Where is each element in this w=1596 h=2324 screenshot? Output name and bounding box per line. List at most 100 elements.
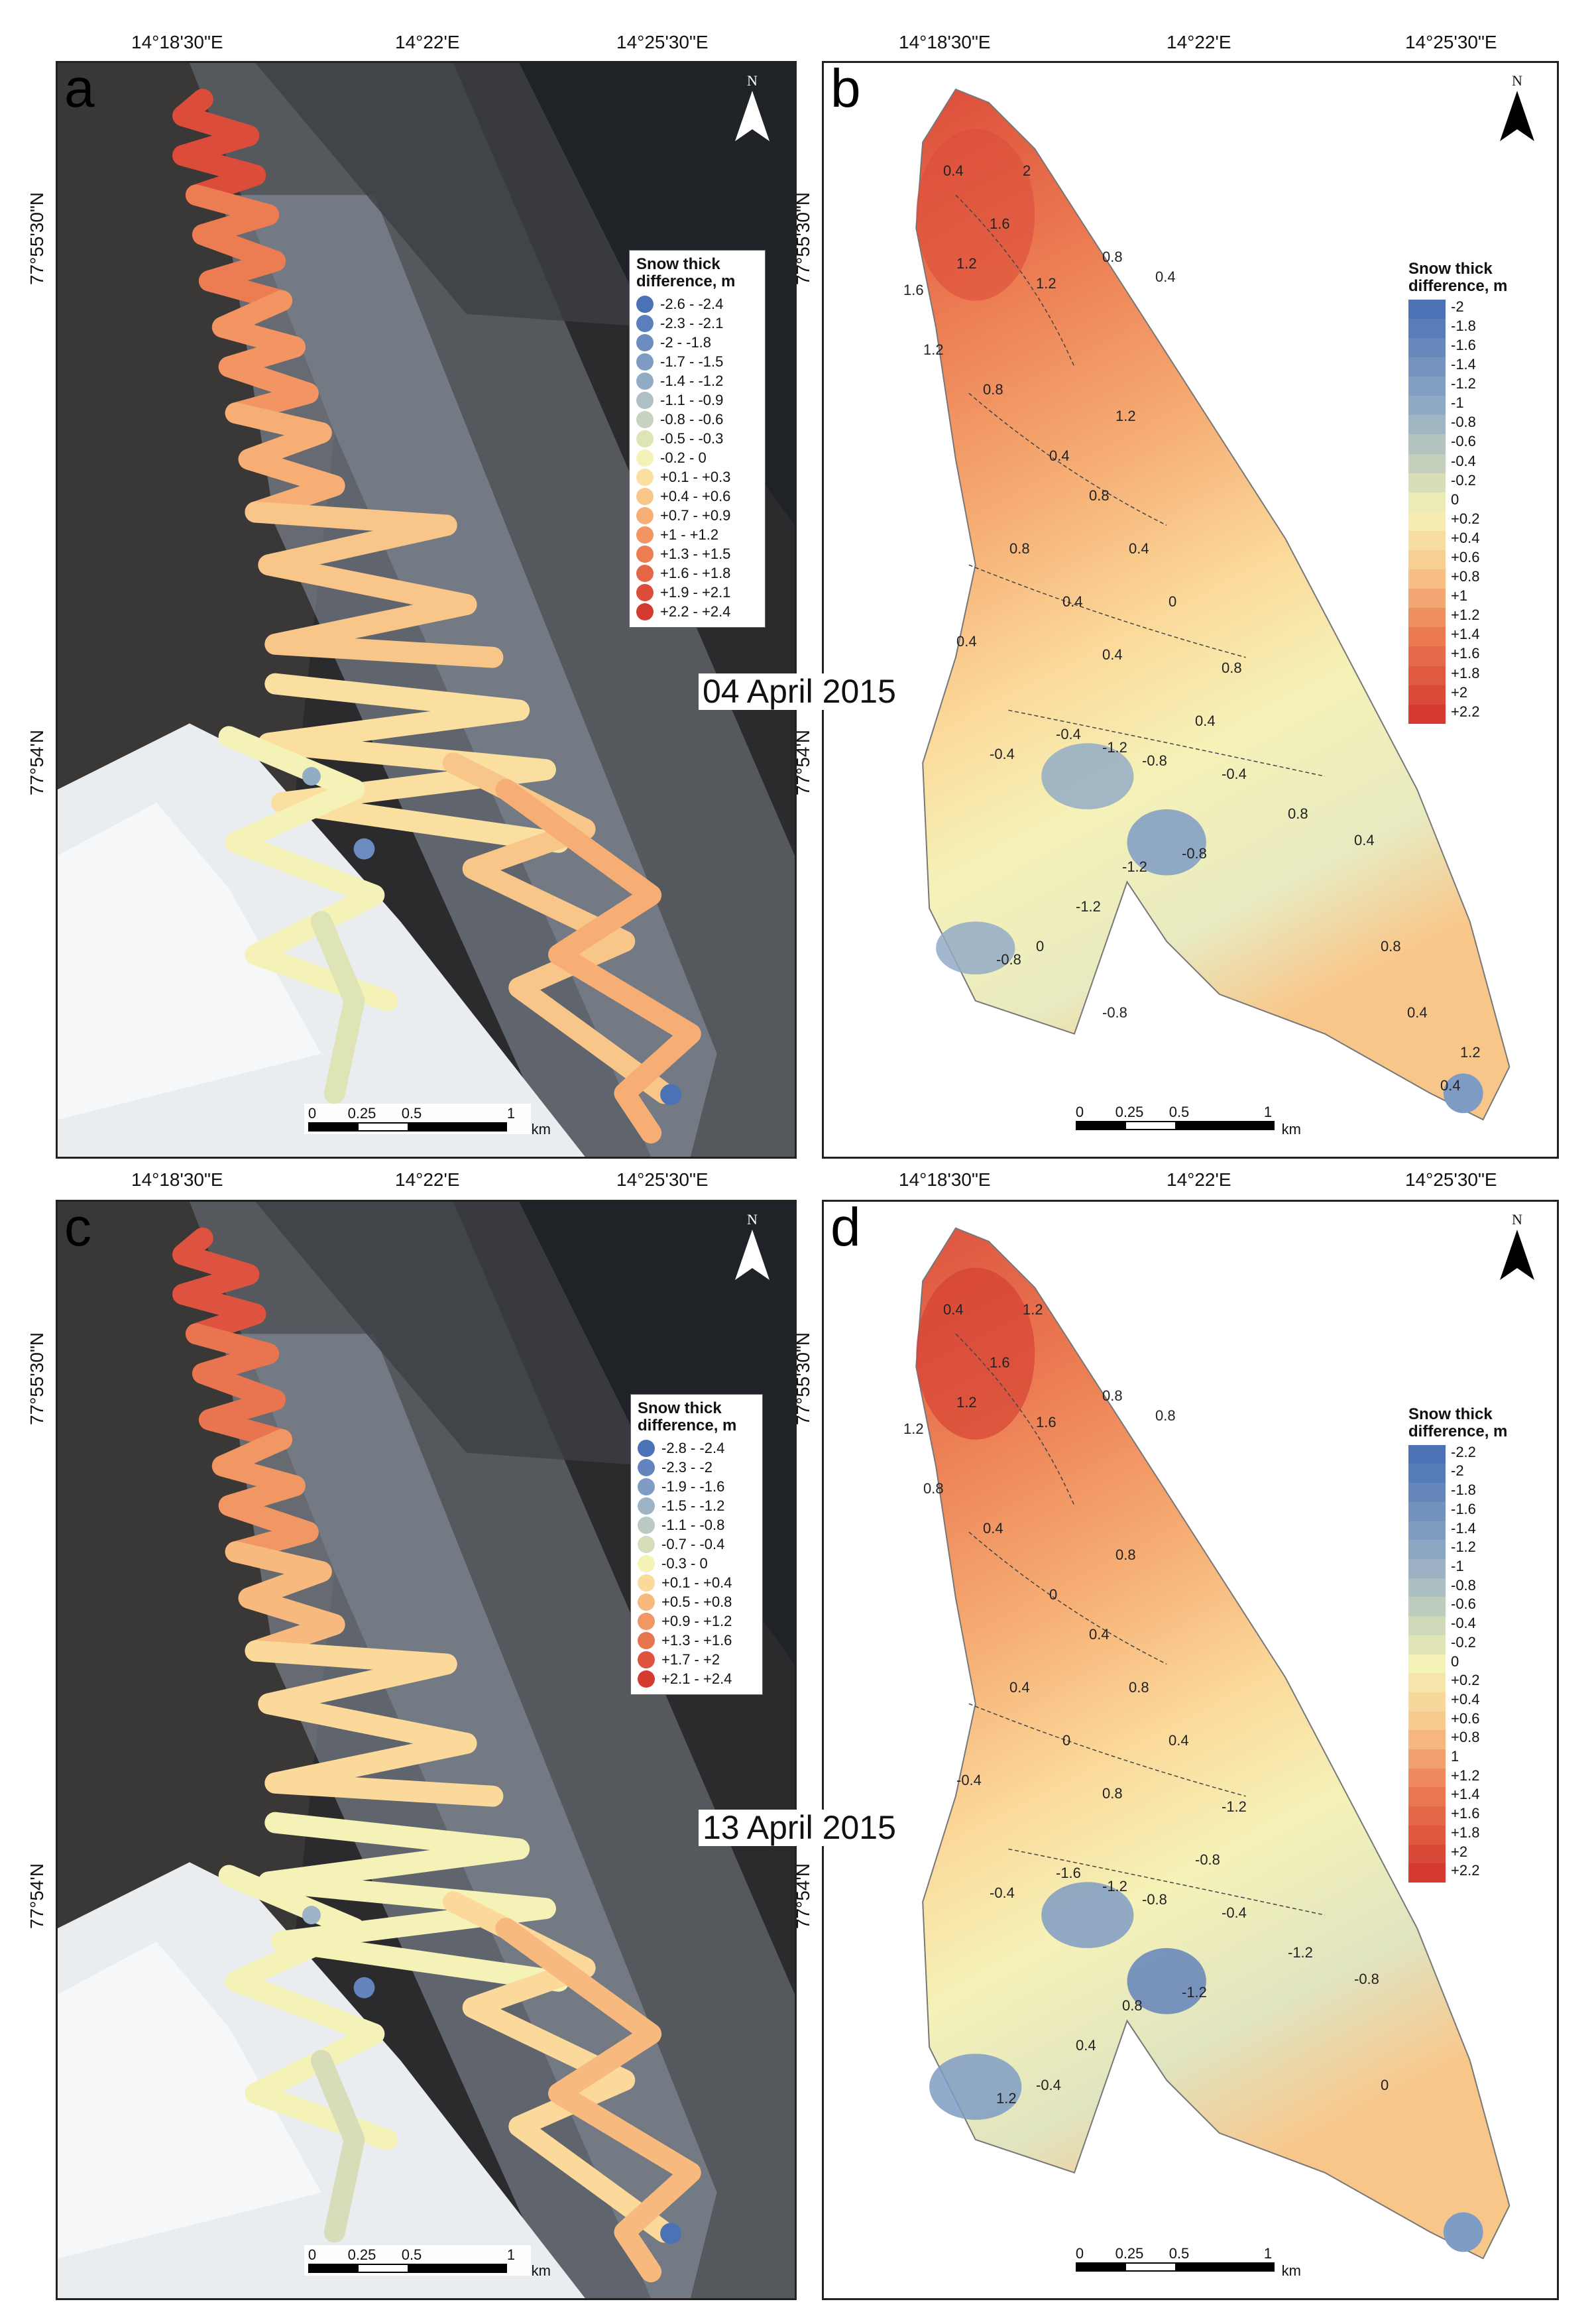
ramp-segment bbox=[1408, 666, 1446, 685]
legend-range-label: -2.8 - -2.4 bbox=[661, 1440, 725, 1457]
legend-range-label: +1 - +1.2 bbox=[660, 526, 719, 544]
contour-label: 1.6 bbox=[990, 1354, 1010, 1371]
legend-swatch bbox=[636, 449, 654, 467]
ramp-label: -2 bbox=[1451, 298, 1464, 315]
north-arrow-icon bbox=[735, 1230, 770, 1280]
legend-range-label: -0.7 - -0.4 bbox=[661, 1536, 725, 1553]
legend-item: -1.1 - -0.8 bbox=[638, 1516, 756, 1535]
contour-label: -0.8 bbox=[1142, 1891, 1167, 1908]
legend-range-label: +2.1 - +2.4 bbox=[661, 1670, 732, 1688]
contour-label: 0.4 bbox=[943, 1301, 964, 1318]
ramp-label: +1.8 bbox=[1451, 1824, 1480, 1841]
ramp-segment bbox=[1408, 1673, 1446, 1692]
lat-tick-c-2: 77°54'N bbox=[27, 1863, 47, 1929]
scale-label-0: 0 bbox=[1075, 1104, 1084, 1120]
contour-label: 0.4 bbox=[1129, 540, 1149, 557]
ramp-label: +1.4 bbox=[1451, 626, 1480, 643]
scale-bar-b: 0 0.25 0.5 1 km bbox=[1075, 1104, 1301, 1137]
ramp-label: 0 bbox=[1451, 1653, 1459, 1670]
legend-swatch bbox=[638, 1651, 655, 1669]
legend-title: Snow thick difference, m bbox=[636, 255, 736, 291]
contour-label: 0 bbox=[1049, 1586, 1058, 1603]
ramp-label: -1.8 bbox=[1451, 1482, 1476, 1499]
legend-c: Snow thick difference, m -2.8 - -2.4 -2.3… bbox=[630, 1394, 763, 1695]
north-label: N bbox=[747, 1211, 758, 1228]
legend-swatch bbox=[638, 1555, 655, 1573]
scale-unit: km bbox=[531, 1121, 551, 1137]
contour-label: -0.4 bbox=[990, 746, 1015, 762]
contour-label: 1.2 bbox=[1036, 275, 1056, 292]
contour-label: 0.4 bbox=[1195, 713, 1216, 729]
ramp-segment bbox=[1408, 627, 1446, 647]
legend-range-label: +1.3 - +1.5 bbox=[660, 546, 731, 563]
ramp-segment bbox=[1408, 1825, 1446, 1845]
contour-label: 0 bbox=[1381, 2077, 1389, 2093]
legend-title: Snow thick difference, m bbox=[638, 1399, 737, 1435]
contour-label: 1.2 bbox=[996, 2090, 1017, 2107]
scale-label-05: 0.5 bbox=[401, 2246, 422, 2263]
ramp-label: -1 bbox=[1451, 394, 1464, 412]
ramp-segment bbox=[1408, 1844, 1446, 1864]
ramp-label: -0.2 bbox=[1451, 1633, 1476, 1651]
contour-label: 1.2 bbox=[956, 1394, 977, 1411]
lat-tick-c-1: 77°55'30"N bbox=[27, 1332, 47, 1425]
legend-swatch bbox=[638, 1632, 655, 1650]
ramp-label: 1 bbox=[1451, 1748, 1459, 1765]
legend-b: Snow thick difference, m -2 -1.8 -1.6 -1.4-… bbox=[1402, 255, 1534, 729]
ramp-segment bbox=[1408, 704, 1446, 724]
north-label: N bbox=[747, 72, 758, 89]
contour-label: 0 bbox=[1036, 938, 1045, 955]
contour-label: -0.8 bbox=[1195, 1851, 1220, 1868]
contour-label: 1.2 bbox=[923, 341, 944, 358]
panel-a-map: a N Snow thick difference, m -2.6 - -2.4… bbox=[56, 61, 797, 1159]
ramp-segment bbox=[1408, 1616, 1446, 1635]
ramp-segment bbox=[1408, 453, 1446, 473]
ramp-segment bbox=[1408, 1768, 1446, 1788]
lat-tick-b-2: 77°54'N bbox=[793, 729, 813, 795]
contour-label: 0.8 bbox=[1288, 805, 1308, 822]
ramp-label: +0.6 bbox=[1451, 1710, 1480, 1727]
contour-label: 0.8 bbox=[983, 381, 1003, 398]
legend-range-label: +0.5 - +0.8 bbox=[661, 1594, 732, 1611]
legend-item: +1.3 - +1.5 bbox=[636, 545, 758, 564]
panel-c-map: c N Snow thick difference, m -2.8 - -2.4… bbox=[56, 1200, 797, 2300]
legend-swatch bbox=[636, 488, 654, 506]
contour-label: 0.8 bbox=[1222, 660, 1242, 676]
legend-item: -1.9 - -1.6 bbox=[638, 1478, 756, 1497]
scale-label-025: 0.25 bbox=[347, 2246, 376, 2263]
panel-d-map: 0.4 1.2 1.6 1.2 0.8 1.2 1.6 0.8 0.8 0.4 0.8 0 0.4 0.8… bbox=[822, 1200, 1559, 2300]
legend-range-label: +1.6 - +1.8 bbox=[660, 565, 731, 582]
date-label-upper: 04 April 2015 bbox=[699, 673, 900, 710]
ramp-segment bbox=[1408, 685, 1446, 705]
lat-tick-b-1: 77°55'30"N bbox=[793, 192, 813, 285]
contour-label: -0.8 bbox=[1142, 752, 1167, 769]
legend-range-label: -0.3 - 0 bbox=[661, 1555, 708, 1572]
north-label: N bbox=[1512, 1211, 1522, 1228]
ramp-label: -1.2 bbox=[1451, 375, 1476, 392]
contour-label: 0.8 bbox=[1102, 249, 1123, 265]
contour-label: 0.4 bbox=[956, 633, 977, 650]
contour-label: -0.8 bbox=[1182, 845, 1207, 862]
legend-swatch bbox=[636, 469, 654, 487]
lon-tick-b-2: 14°22'E bbox=[1167, 32, 1231, 52]
contour-label: 0.4 bbox=[1062, 593, 1083, 610]
contour-label: 0.4 bbox=[1407, 1004, 1428, 1021]
contour-label: 1.2 bbox=[956, 255, 977, 272]
ramp-label: -0.2 bbox=[1451, 471, 1476, 489]
ramp-label: +2.2 bbox=[1451, 703, 1480, 720]
legend-item: +1.9 - +2.1 bbox=[636, 583, 758, 603]
contour-label: 0.4 bbox=[1102, 646, 1123, 663]
legend-item: +0.1 - +0.4 bbox=[638, 1574, 756, 1593]
contour-label: -0.4 bbox=[1036, 2077, 1061, 2093]
ramp-segment bbox=[1408, 396, 1446, 416]
legend-range-label: -2.3 - -2.1 bbox=[660, 315, 724, 332]
ramp-label: +0.2 bbox=[1451, 1672, 1480, 1689]
contour-label: -0.8 bbox=[996, 951, 1021, 968]
ramp-segment bbox=[1408, 492, 1446, 512]
scale-label-05: 0.5 bbox=[401, 1105, 422, 1122]
legend-swatch bbox=[638, 1574, 655, 1592]
legend-range-label: +1.9 - +2.1 bbox=[660, 584, 731, 601]
contour-label: 0.8 bbox=[1102, 1785, 1123, 1802]
contour-label: 0.4 bbox=[1089, 1626, 1110, 1643]
legend-range-label: +0.9 - +1.2 bbox=[661, 1613, 732, 1630]
